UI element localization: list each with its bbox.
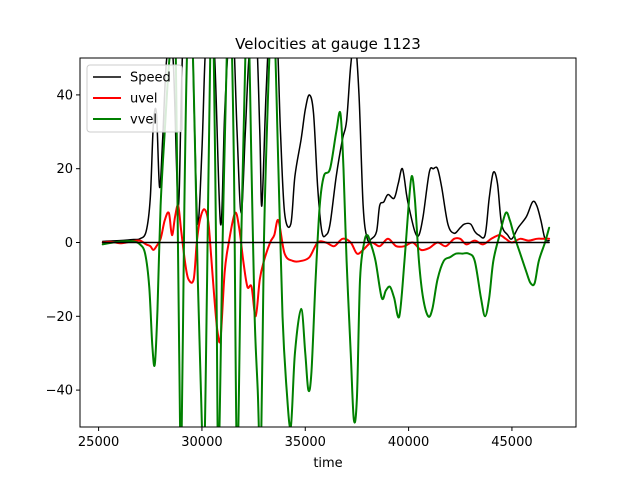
legend: Speed uvel vvel	[86, 64, 183, 133]
y-tick-label: 0	[65, 236, 73, 251]
y-tick-label: −40	[46, 384, 73, 399]
legend-label-vvel: vvel	[130, 113, 157, 128]
x-axis-label: time	[313, 456, 342, 471]
x-tick-label: 30000	[181, 435, 222, 450]
series-layer	[101, 58, 551, 427]
x-axis-ticks: 25000 30000 35000 40000 45000	[78, 427, 533, 450]
x-tick-label: 25000	[78, 435, 119, 450]
series-line-uvel	[101, 204, 551, 344]
y-axis-ticks: −40 −20 0 20 40	[46, 88, 80, 399]
legend-label-uvel: uvel	[130, 92, 158, 107]
legend-label-speed: Speed	[130, 71, 171, 86]
series-line-vvel	[101, 58, 551, 427]
y-tick-label: −20	[46, 310, 73, 325]
y-tick-label: 40	[56, 88, 73, 103]
y-tick-label: 20	[56, 162, 73, 177]
x-tick-label: 45000	[491, 435, 532, 450]
x-tick-label: 40000	[388, 435, 429, 450]
series-line-speed	[101, 58, 550, 243]
legend-box	[86, 64, 183, 133]
x-tick-label: 35000	[285, 435, 326, 450]
chart-title: Velocities at gauge 1123	[235, 35, 421, 53]
